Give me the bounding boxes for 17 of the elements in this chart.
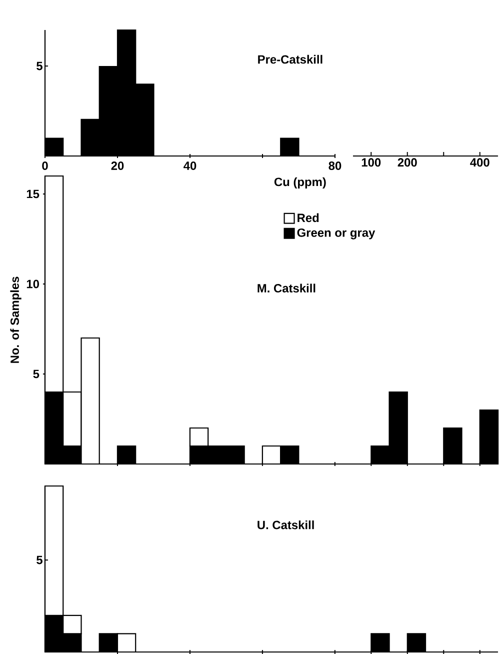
text: U. Catskill — [258, 520, 314, 530]
x-tick-label: 40 — [184, 162, 196, 170]
text: 200 — [398, 158, 417, 167]
text: 400 — [470, 158, 490, 167]
y-tick-label: 10 — [26, 280, 39, 288]
x-tick-label: 80 — [328, 162, 342, 170]
y-tick-label: 15 — [26, 190, 40, 198]
y-tick-label: 5 — [33, 370, 40, 378]
legend-label: Red — [298, 213, 319, 222]
x-tick-label: 0 — [42, 162, 48, 170]
text: Pre-Catskill — [258, 54, 322, 64]
legend-label: Green or gray — [297, 228, 376, 240]
y-axis-title: No. of Samples — [10, 276, 22, 363]
x-tick-label: 20 — [111, 162, 124, 170]
text: M. Catskill — [258, 284, 316, 292]
x-axis-title: Cu (ppm) — [274, 177, 326, 189]
text: 100 — [362, 158, 381, 167]
